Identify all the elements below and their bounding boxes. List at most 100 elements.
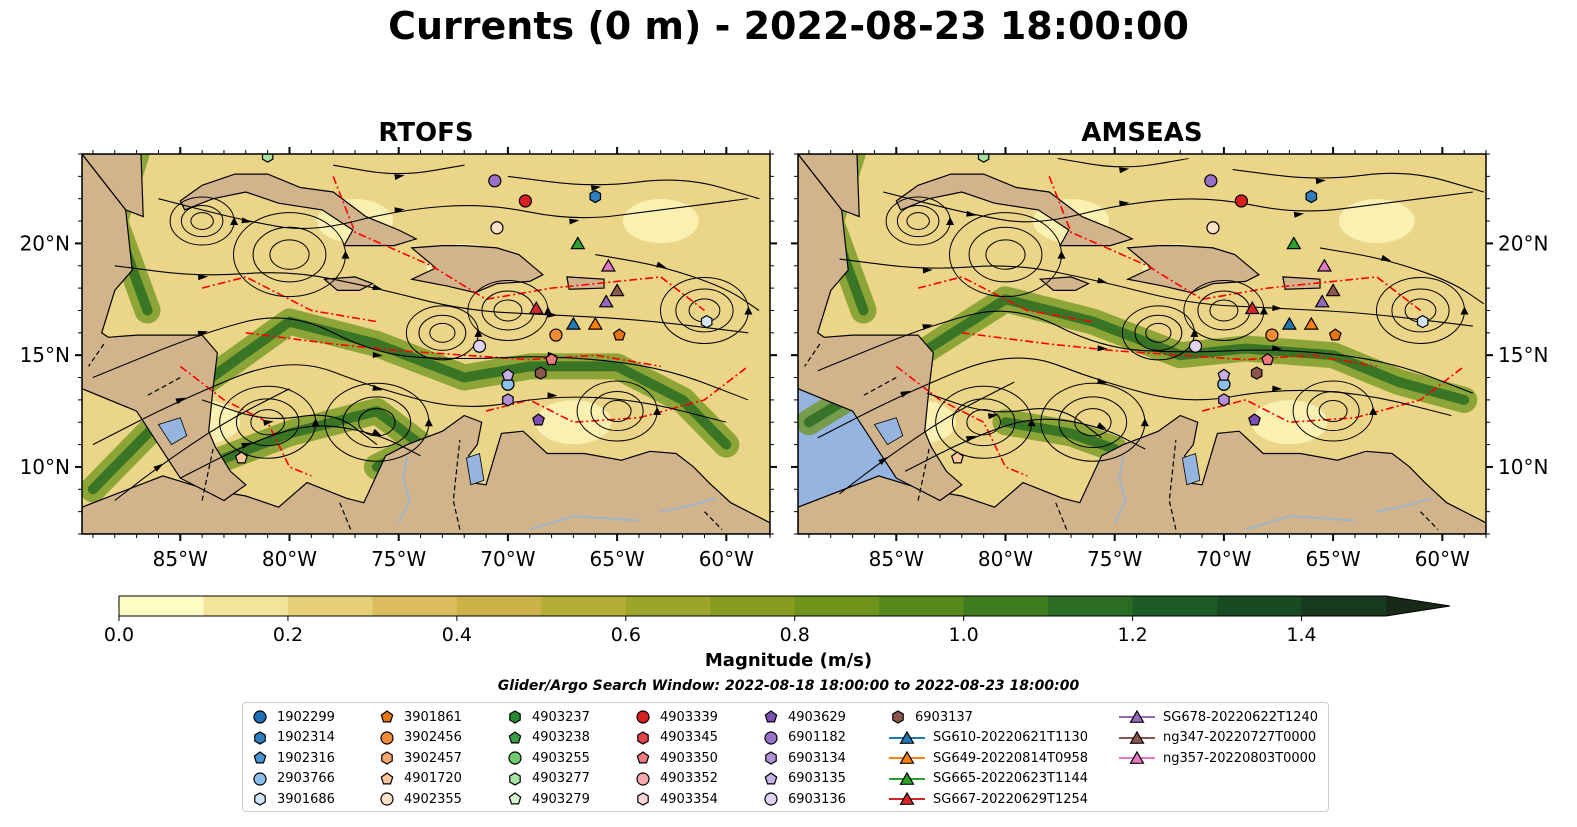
legend-item: 3902456: [378, 728, 462, 749]
country-border: [804, 343, 821, 367]
colorbar-tick-label: 0.6: [611, 624, 641, 646]
colorbar-segment: [625, 596, 711, 616]
country-border: [88, 343, 105, 367]
colorbar-tick-label: 1.4: [1286, 624, 1316, 646]
marker-1902314: [1305, 189, 1318, 204]
streamline-arrow: [543, 306, 552, 315]
legend-label: 6901182: [788, 730, 846, 746]
land: [798, 154, 860, 218]
x-tick-label: 60°W: [1415, 547, 1470, 571]
streamline: [817, 357, 1452, 439]
river: [529, 515, 640, 531]
streamline-arrow: [372, 352, 383, 358]
colorbar-tick-label: 1.2: [1117, 624, 1147, 646]
legend-label: 4903339: [660, 709, 718, 725]
streamline: [883, 191, 1473, 223]
marker-6903134: [1218, 393, 1230, 407]
streamline: [158, 198, 749, 230]
streamline-arrow: [1259, 306, 1268, 315]
land: [798, 154, 963, 502]
figure-title: Currents (0 m) - 2022-08-23 18:00:00: [388, 4, 1189, 48]
streamline: [92, 317, 749, 401]
streamline-arrow: [1097, 345, 1108, 352]
streamline: [817, 310, 1474, 394]
streamline: [926, 392, 1103, 439]
colorbar-segment: [541, 596, 627, 616]
eddy-streamline: [358, 408, 396, 437]
legend-label: 6903136: [788, 791, 846, 807]
streamline-arrow: [1096, 422, 1107, 430]
streamline: [180, 425, 421, 479]
marker-ng347-20220727T0000: [1325, 283, 1341, 297]
marker-6903135: [1217, 368, 1231, 381]
eddy-streamline: [429, 322, 456, 343]
lake: [1181, 452, 1201, 486]
legend-item: SG665-20220623T1144: [889, 769, 1088, 790]
marker-6901182: [488, 174, 502, 188]
marker-6901182: [1204, 174, 1218, 188]
map-frame: [81, 153, 771, 535]
streamline-arrow: [1315, 178, 1326, 185]
colorbar-segment: [1132, 596, 1218, 616]
eez-boundary: [245, 332, 661, 368]
y-tick-label: 20°N: [20, 231, 70, 255]
map-panel-rtofs: 85°W 80°W 75°W 70°W 65°W 60°W 10°N 15°N 20°N: [20, 147, 777, 571]
legend-marker: [889, 792, 925, 806]
eddy-streamline: [180, 204, 224, 238]
legend-item: SG610-20220621T1130: [889, 728, 1088, 749]
eddy-streamline: [1134, 314, 1183, 351]
streamline: [1057, 157, 1190, 168]
streamline-arrow: [372, 284, 383, 290]
marker-1902314: [589, 189, 602, 204]
legend-item: 4903237: [506, 707, 590, 728]
legend-item: SG649-20220814T0958: [889, 748, 1088, 769]
eddy-streamline: [1318, 400, 1348, 423]
colorbar-segment: [119, 596, 204, 616]
legend-marker-shape: [1129, 710, 1145, 724]
eddy-streamline: [906, 212, 930, 230]
streamline-arrow: [424, 418, 433, 427]
legend-label: 4903277: [532, 771, 590, 787]
legend-marker-shape: [509, 772, 521, 786]
river: [397, 455, 411, 524]
legend-marker: [764, 710, 778, 723]
legend-marker: [508, 792, 522, 805]
legend-marker: [637, 731, 649, 745]
colorbar-segment: [794, 596, 880, 616]
legend-item: 6903136: [762, 789, 846, 810]
land: [1038, 276, 1090, 291]
legend-marker: [1119, 730, 1155, 744]
colorbar-segment: [456, 596, 542, 616]
streamline-arrow: [1272, 385, 1283, 392]
panel-title-amseas: AMSEAS: [1081, 118, 1203, 148]
streamline: [114, 388, 290, 501]
streamline-arrow: [241, 217, 252, 224]
x-tick-label: 70°W: [1196, 547, 1251, 571]
legend-item: ng357-20220803T0000: [1119, 748, 1318, 769]
marker-4903350: [1261, 352, 1275, 366]
streamline-arrow: [987, 413, 999, 420]
legend-marker-shape: [509, 710, 521, 724]
country-border: [1168, 440, 1177, 530]
marker-4903350: [545, 352, 559, 366]
y-tick-label: 20°N: [1498, 231, 1548, 255]
legend-marker-shape: [508, 792, 522, 805]
marker-4903629: [1248, 413, 1261, 426]
colorbar-segment: [710, 596, 796, 616]
legend-marker-shape: [765, 751, 777, 765]
legend-column: 1902299 1902314 1902316 2903766 3901686: [251, 707, 335, 810]
legend-item: 2903766: [251, 769, 335, 790]
legend-item: 4903345: [634, 728, 718, 749]
legend-label: 4903238: [532, 730, 590, 746]
colorbar-outline: [118, 595, 1451, 617]
legend-label: SG667-20220629T1254: [933, 791, 1089, 807]
x-tick-label: 85°W: [153, 547, 208, 571]
legend-label: 4903629: [788, 709, 846, 725]
eez-boundary: [1201, 365, 1465, 424]
legend-label: SG649-20220814T0958: [933, 750, 1089, 766]
eddy-streamline: [675, 288, 734, 333]
marker-ng347-20220727T0000: [609, 283, 625, 297]
legend-label: 4903350: [660, 750, 718, 766]
colorbar-segment: [1301, 596, 1387, 616]
eez-boundary: [895, 365, 1028, 477]
